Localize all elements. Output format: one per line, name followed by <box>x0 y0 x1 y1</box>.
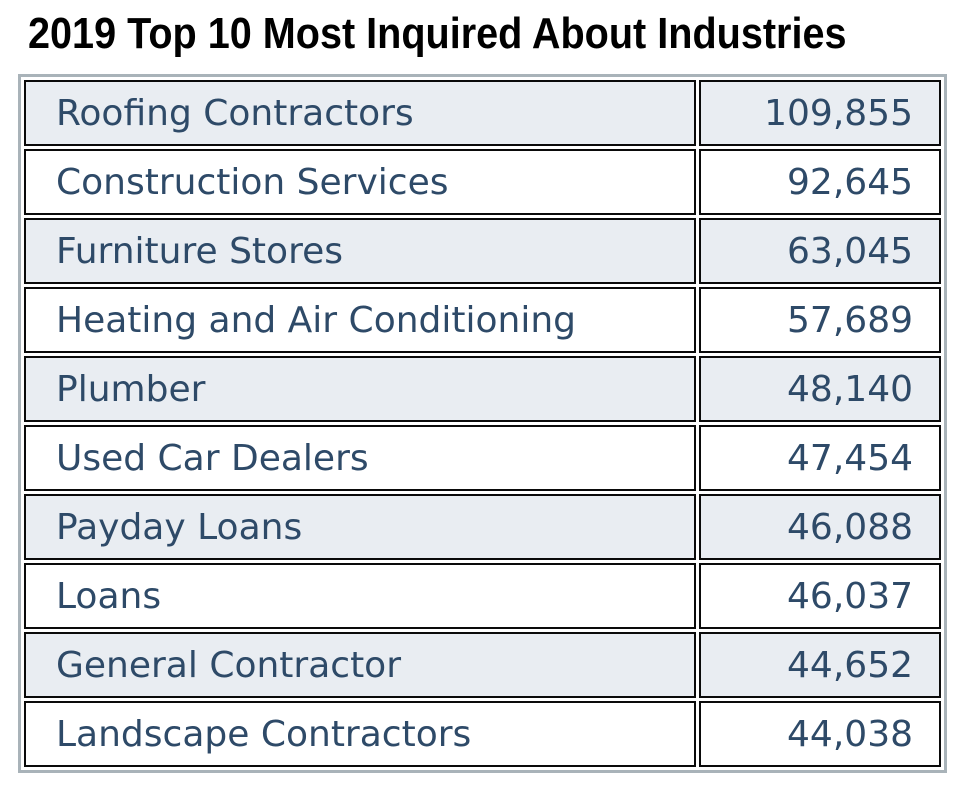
inquiry-count-cell: 63,045 <box>699 218 941 284</box>
industry-name-cell: General Contractor <box>24 632 696 698</box>
industry-name-cell: Furniture Stores <box>24 218 696 284</box>
inquiry-count-cell: 46,088 <box>699 494 941 560</box>
inquiry-count-cell: 46,037 <box>699 563 941 629</box>
table-row: Roofing Contractors 109,855 <box>24 80 941 146</box>
industry-name-cell: Landscape Contractors <box>24 701 696 767</box>
inquiry-count-cell: 57,689 <box>699 287 941 353</box>
industry-name-cell: Loans <box>24 563 696 629</box>
table-row: General Contractor 44,652 <box>24 632 941 698</box>
table-row: Landscape Contractors 44,038 <box>24 701 941 767</box>
page-title: 2019 Top 10 Most Inquired About Industri… <box>28 9 847 58</box>
table-row: Plumber 48,140 <box>24 356 941 422</box>
industry-name-cell: Construction Services <box>24 149 696 215</box>
table-row: Heating and Air Conditioning 57,689 <box>24 287 941 353</box>
inquiry-count-cell: 109,855 <box>699 80 941 146</box>
inquiry-count-cell: 47,454 <box>699 425 941 491</box>
table-row: Payday Loans 46,088 <box>24 494 941 560</box>
table-row: Loans 46,037 <box>24 563 941 629</box>
industry-table: Roofing Contractors 109,855 Construction… <box>18 74 947 773</box>
industry-name-cell: Plumber <box>24 356 696 422</box>
industry-name-cell: Heating and Air Conditioning <box>24 287 696 353</box>
industry-name-cell: Roofing Contractors <box>24 80 696 146</box>
inquiry-count-cell: 44,038 <box>699 701 941 767</box>
inquiry-count-cell: 48,140 <box>699 356 941 422</box>
industry-name-cell: Payday Loans <box>24 494 696 560</box>
table-row: Construction Services 92,645 <box>24 149 941 215</box>
inquiry-count-cell: 44,652 <box>699 632 941 698</box>
table-row: Used Car Dealers 47,454 <box>24 425 941 491</box>
table-row: Furniture Stores 63,045 <box>24 218 941 284</box>
industry-name-cell: Used Car Dealers <box>24 425 696 491</box>
industry-table-body: Roofing Contractors 109,855 Construction… <box>24 80 941 767</box>
inquiry-count-cell: 92,645 <box>699 149 941 215</box>
